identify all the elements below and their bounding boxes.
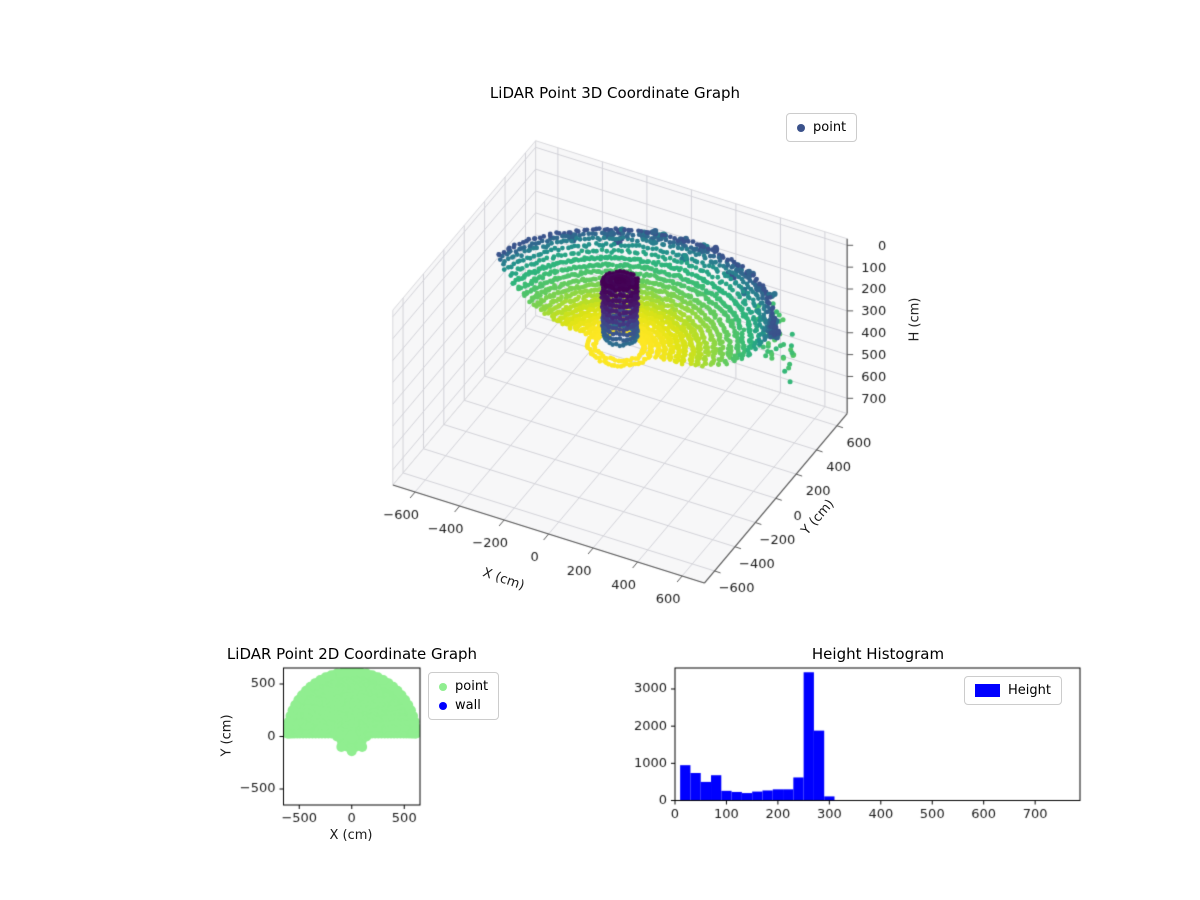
legend-label-wall: wall	[455, 698, 481, 713]
plot2d-xaxis-label: X (cm)	[329, 828, 373, 843]
legend-row-wall: wall	[439, 696, 488, 715]
legend-label-height: Height	[1008, 683, 1051, 698]
plot3d-title: LiDAR Point 3D Coordinate Graph	[489, 84, 741, 102]
legend-label-point2d: point	[455, 679, 489, 694]
point-marker	[797, 123, 805, 132]
plot3d-haxis-label: H (cm)	[907, 297, 923, 342]
plot3d-legend: point	[786, 113, 858, 142]
wall-marker	[439, 701, 447, 710]
plot2d-legend: point wall	[428, 672, 500, 720]
point2d-marker	[439, 682, 447, 691]
legend-label-point: point	[813, 120, 847, 135]
histogram-legend: Height	[964, 676, 1062, 705]
plot2d-yaxis-label: Y (cm)	[219, 714, 235, 757]
histogram-title: Height Histogram	[811, 645, 945, 663]
height-swatch	[975, 684, 1000, 697]
legend-row-point2d: point	[439, 677, 488, 696]
plot2d-title: LiDAR Point 2D Coordinate Graph	[226, 645, 478, 663]
legend-row-height: Height	[975, 681, 1051, 700]
legend-row-point: point	[797, 118, 846, 137]
